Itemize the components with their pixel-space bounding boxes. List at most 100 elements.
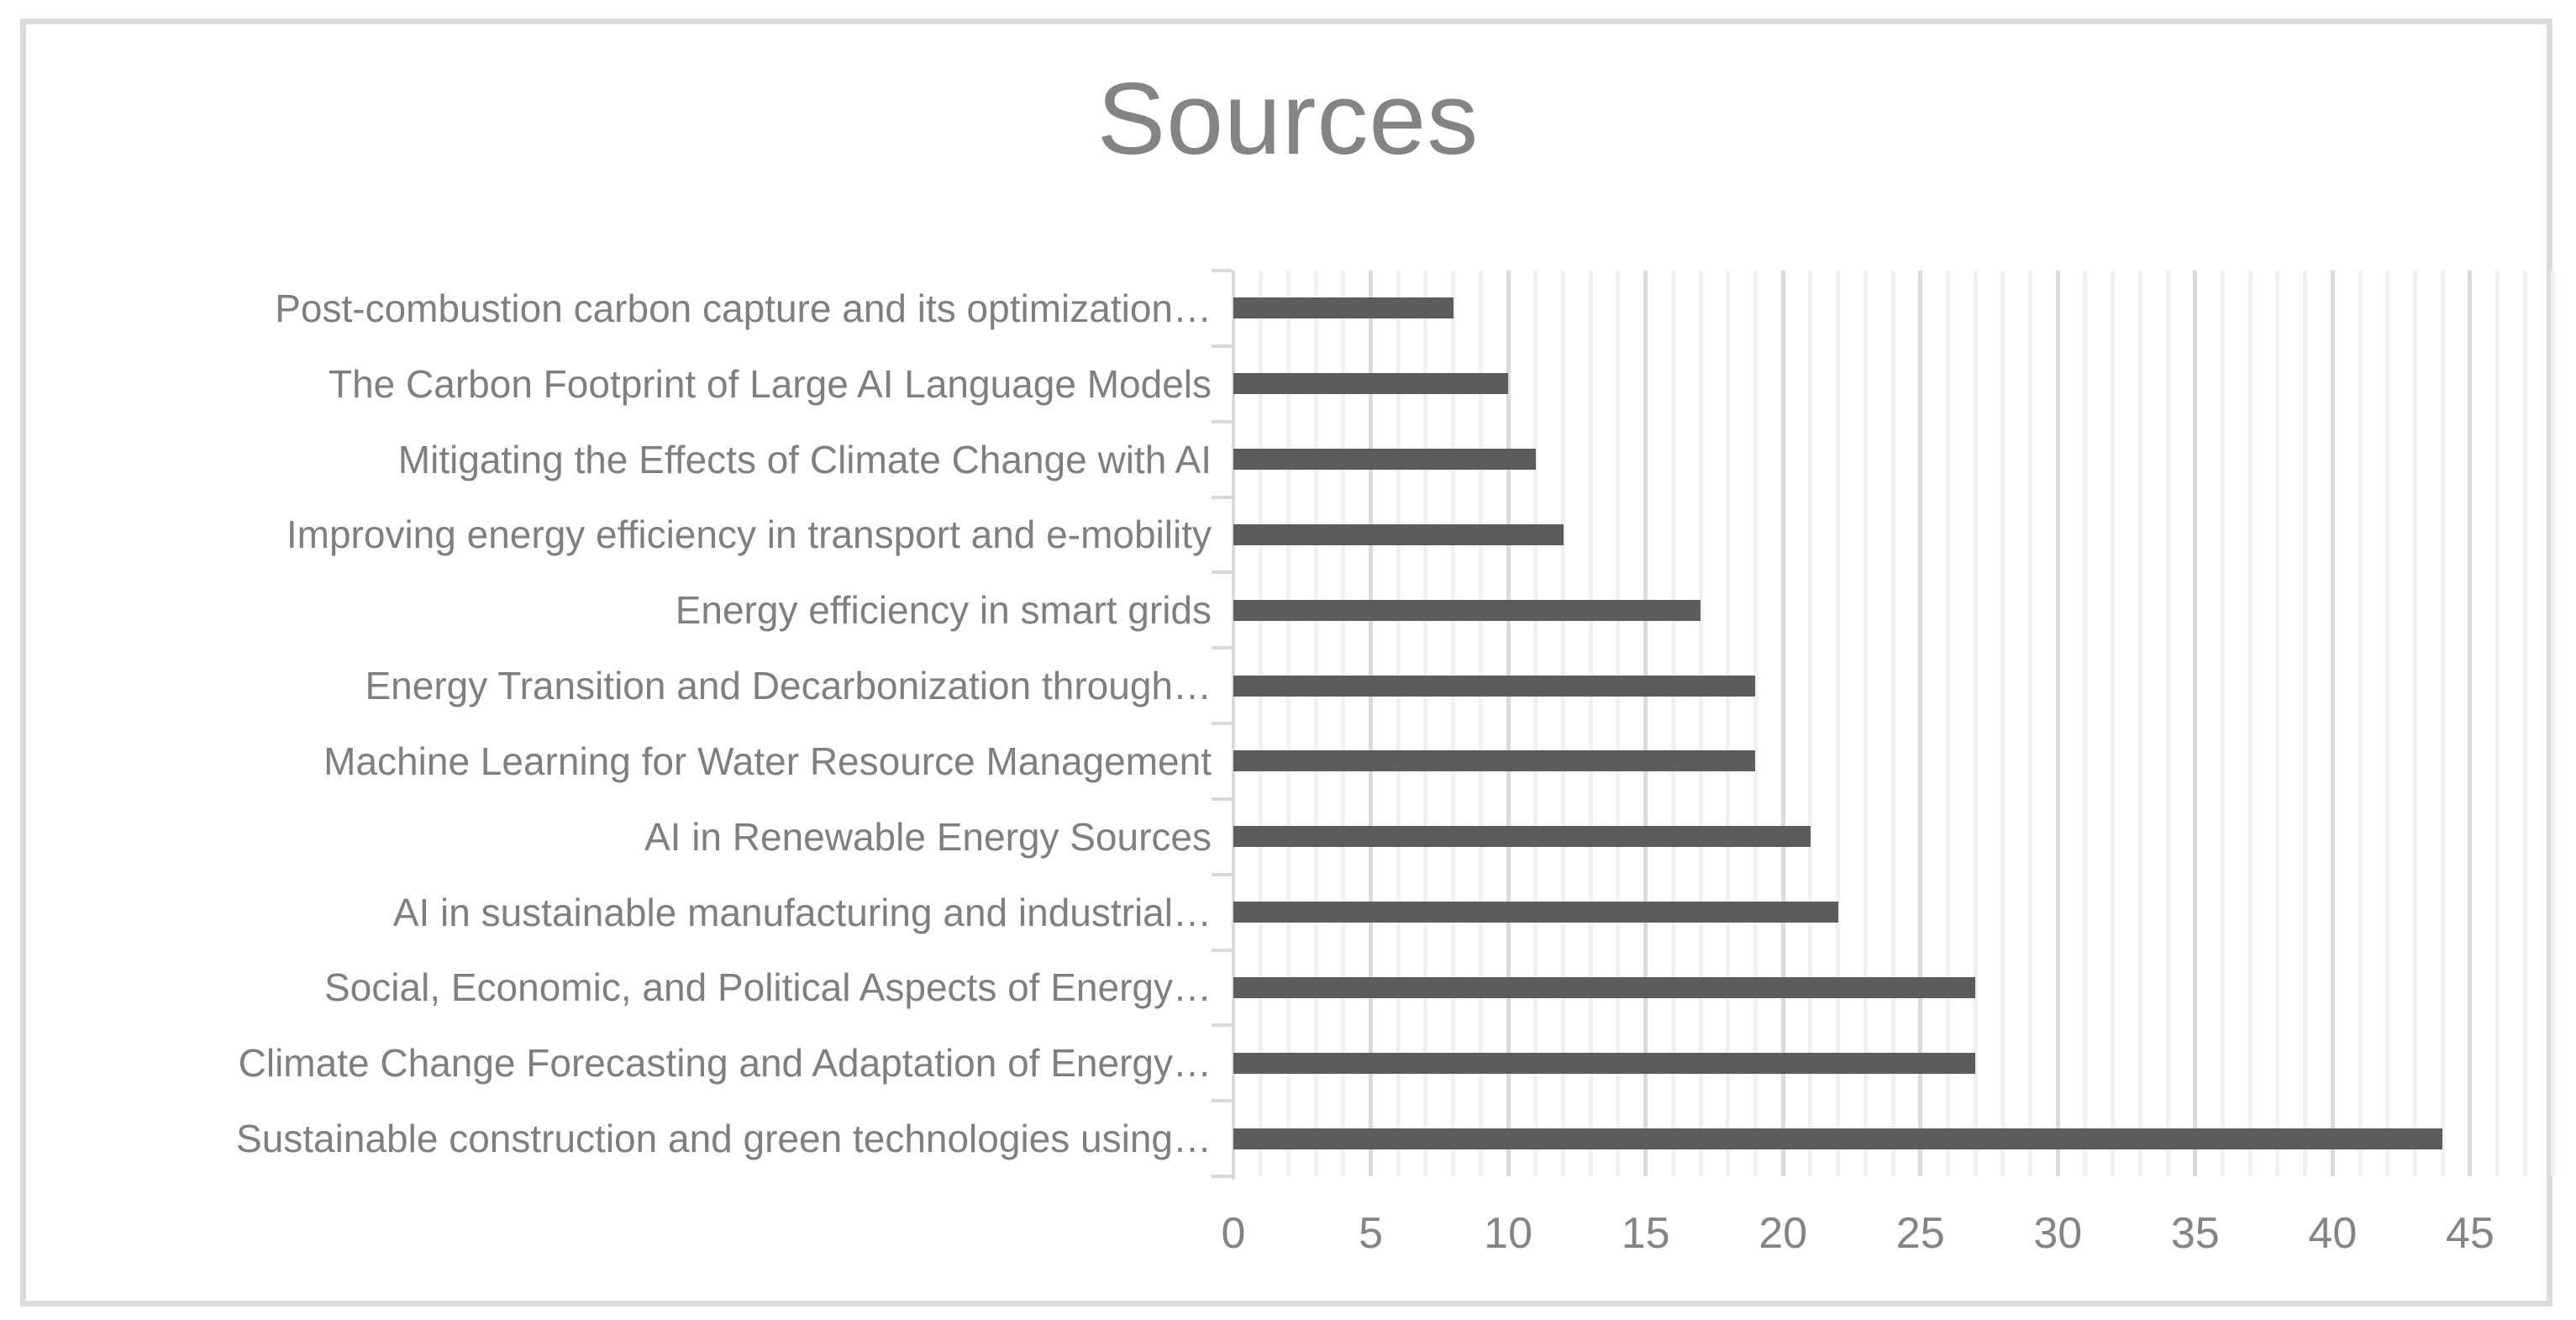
bar <box>1233 523 1564 545</box>
bar <box>1233 750 1756 772</box>
category-tick <box>1212 872 1232 876</box>
gridline-minor <box>2522 271 2527 1176</box>
category-tick <box>1212 1175 1232 1178</box>
category-label: AI in Renewable Energy Sources <box>644 814 1212 859</box>
gridline-minor <box>1285 271 1291 1176</box>
gridline-minor <box>1753 271 1758 1176</box>
x-tick-label: 40 <box>2308 1209 2358 1258</box>
category-label: Energy efficiency in smart grids <box>675 588 1212 633</box>
category-tick <box>1212 1099 1232 1103</box>
gridline-minor <box>2083 271 2088 1176</box>
category-label: Energy Transition and Decarbonization th… <box>365 664 1212 708</box>
gridline-minor <box>2440 271 2445 1176</box>
gridline-minor <box>1478 271 1483 1176</box>
bar <box>1233 373 1509 395</box>
gridline-minor <box>2247 271 2253 1176</box>
bar <box>1233 976 1976 998</box>
gridline-minor <box>1890 271 1895 1176</box>
gridline-minor <box>1698 271 1703 1176</box>
gridline-major <box>1506 271 1511 1176</box>
gridline-minor <box>2137 271 2142 1176</box>
gridline-major <box>2468 271 2473 1176</box>
gridline-minor <box>1341 271 1346 1176</box>
gridline-minor <box>1726 271 1731 1176</box>
bar <box>1233 297 1454 319</box>
category-tick <box>1212 722 1232 725</box>
x-tick-label: 15 <box>1621 1209 1670 1258</box>
gridline-minor <box>1670 271 1675 1176</box>
category-tick <box>1212 797 1232 801</box>
category-tick <box>1212 646 1232 650</box>
category-label: Improving energy efficiency in transport… <box>286 513 1212 557</box>
category-label: Climate Change Forecasting and Adaptatio… <box>238 1041 1212 1086</box>
category-tick <box>1212 948 1232 952</box>
gridline-major <box>1918 271 1923 1176</box>
y-axis-line <box>1232 271 1235 1180</box>
category-label: Social, Economic, and Political Aspects … <box>324 965 1212 1010</box>
gridline-minor <box>1836 271 1841 1176</box>
gridline-major <box>2193 271 2198 1176</box>
gridline-minor <box>1808 271 1813 1176</box>
category-tick <box>1212 419 1232 423</box>
plot-area <box>1212 269 2555 1180</box>
category-tick <box>1212 571 1232 575</box>
gridline-major <box>1643 271 1648 1176</box>
gridline-minor <box>1863 271 1868 1176</box>
gridline-minor <box>1313 271 1318 1176</box>
bar <box>1233 826 1811 848</box>
category-label: AI in sustainable manufacturing and indu… <box>392 890 1212 934</box>
gridline-minor <box>2550 271 2555 1176</box>
gridline-minor <box>1533 271 1538 1176</box>
x-tick-label: 35 <box>2170 1209 2220 1258</box>
gridline-minor <box>1616 271 1621 1176</box>
x-tick-label: 10 <box>1484 1209 1532 1258</box>
gridline-minor <box>1561 271 1565 1176</box>
gridline-minor <box>2275 271 2280 1176</box>
gridline-minor <box>2495 271 2500 1176</box>
category-label: Sustainable construction and green techn… <box>236 1117 1212 1161</box>
category-tick <box>1212 269 1232 272</box>
gridline-major <box>1780 271 1785 1176</box>
x-tick-label: 5 <box>1359 1209 1383 1258</box>
gridline-minor <box>2412 271 2417 1176</box>
gridline-minor <box>1945 271 1950 1176</box>
gridline-minor <box>2111 271 2116 1176</box>
gridline-minor <box>1396 271 1401 1176</box>
x-tick-label: 0 <box>1221 1209 1246 1258</box>
category-label: Mitigating the Effects of Climate Change… <box>397 437 1212 481</box>
category-tick <box>1212 1023 1232 1028</box>
bar <box>1233 902 1838 923</box>
bar <box>1233 449 1536 471</box>
category-label: Machine Learning for Water Resource Mana… <box>323 739 1212 783</box>
gridline-minor <box>1259 271 1264 1176</box>
gridline-minor <box>2000 271 2006 1176</box>
bar <box>1233 1128 2443 1149</box>
gridline-minor <box>2165 271 2170 1176</box>
category-label: The Carbon Footprint of Large AI Languag… <box>328 361 1212 406</box>
value-axis-labels: 0 5 10 15 20 25 30 35 40 45 <box>1222 1208 2552 1275</box>
gridline-minor <box>1423 271 1428 1176</box>
category-label: Post-combustion carbon capture and its o… <box>275 286 1212 330</box>
gridline-major <box>2055 271 2060 1176</box>
gridline-minor <box>2221 271 2225 1176</box>
category-axis-labels: Post-combustion carbon capture and its o… <box>0 271 1212 1176</box>
bar <box>1233 599 1701 621</box>
gridline-major <box>2330 271 2335 1176</box>
x-tick-label: 25 <box>1895 1209 1945 1258</box>
gridline-major <box>1369 271 1374 1176</box>
bar <box>1233 675 1756 697</box>
gridline-minor <box>2358 271 2363 1176</box>
gridline-minor <box>1973 271 1978 1176</box>
category-tick <box>1212 495 1232 499</box>
gridline-minor <box>1588 271 1593 1176</box>
chart-title: Sources <box>1096 61 1480 176</box>
x-tick-label: 30 <box>2033 1209 2083 1258</box>
gridline-minor <box>2385 271 2390 1176</box>
gridline-minor <box>2303 271 2308 1176</box>
gridline-minor <box>2028 271 2033 1176</box>
x-tick-label: 20 <box>1759 1209 1808 1258</box>
gridline-minor <box>1451 271 1456 1176</box>
category-tick <box>1212 344 1232 348</box>
x-tick-label: 45 <box>2445 1209 2495 1258</box>
